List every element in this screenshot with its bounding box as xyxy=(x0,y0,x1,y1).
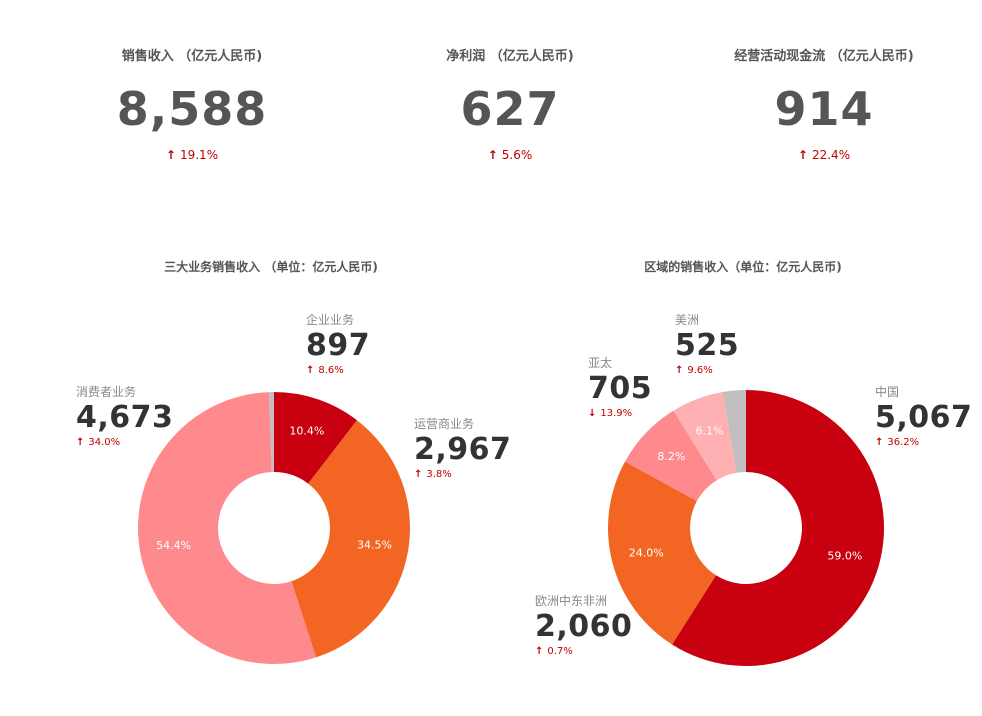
slice-percent-label: 24.0% xyxy=(629,547,664,560)
kpi-change: ↑ 19.1% xyxy=(62,148,322,162)
label-change: ↓ 13.9% xyxy=(588,407,652,421)
region-donut: 59.0% 24.0% 8.2% 6.1% xyxy=(607,390,884,666)
label-americas: 美洲 525 ↑ 9.6% xyxy=(675,312,739,378)
kpi-change: ↑ 22.4% xyxy=(694,148,954,162)
label-value: 897 xyxy=(306,328,371,363)
arrow-up-icon: ↑ xyxy=(875,437,884,448)
label-name: 欧洲中东非洲 xyxy=(535,594,608,608)
kpi-change-value: 5.6% xyxy=(501,148,533,162)
label-change-value: 36.2% xyxy=(887,437,920,448)
label-change-value: 0.7% xyxy=(547,646,573,657)
label-china: 中国 5,067 ↑ 36.2% xyxy=(875,384,972,450)
arrow-up-icon: ↑ xyxy=(306,365,315,376)
kpi-change-value: 19.1% xyxy=(179,148,219,162)
label-apac: 亚太 705 ↓ 13.9% xyxy=(588,355,652,421)
kpi-value: 8,588 xyxy=(116,82,268,136)
donut-slice-other xyxy=(722,390,746,473)
label-name: 消费者业务 xyxy=(76,385,137,399)
label-change: ↑ 8.6% xyxy=(306,364,370,378)
arrow-up-icon: ↑ xyxy=(414,469,423,480)
label-value: 2,967 xyxy=(414,432,512,467)
label-change-value: 8.6% xyxy=(318,365,344,376)
slice-percent-label: 8.2% xyxy=(657,450,685,463)
label-carrier: 运营商业务 2,967 ↑ 3.8% xyxy=(414,416,511,482)
label-change-value: 34.0% xyxy=(88,437,121,448)
label-change: ↑ 9.6% xyxy=(675,364,739,378)
arrow-down-icon: ↓ xyxy=(588,408,597,419)
kpi-operating-cash-flow: 经营活动现金流 （亿元人民币) 914 ↑ 22.4% xyxy=(694,44,954,162)
kpi-change: ↑ 5.6% xyxy=(380,148,640,162)
label-change: ↑ 0.7% xyxy=(535,645,632,659)
kpi-title: 销售收入 （亿元人民币) xyxy=(121,49,263,64)
region-chart-title: 区域的销售收入（单位：亿元人民币) xyxy=(644,260,842,274)
label-name: 运营商业务 xyxy=(414,417,475,431)
label-change-value: 3.8% xyxy=(426,469,452,480)
label-change: ↑ 3.8% xyxy=(414,468,511,482)
donut-slice-segment-1 xyxy=(607,461,716,645)
arrow-up-icon: ↑ xyxy=(675,365,684,376)
slice-percent-label: 54.4% xyxy=(156,539,191,552)
business-chart-title: 三大业务销售收入 （单位：亿元人民币) xyxy=(164,260,378,274)
kpi-value: 914 xyxy=(774,82,874,136)
label-change: ↑ 36.2% xyxy=(875,436,972,450)
slice-percent-label: 10.4% xyxy=(289,424,324,437)
label-value: 5,067 xyxy=(875,400,973,435)
label-consumer: 消费者业务 4,673 ↑ 34.0% xyxy=(76,384,173,450)
business-donut: 10.4% 34.5% 54.4% xyxy=(137,392,410,664)
label-enterprise: 企业业务 897 ↑ 8.6% xyxy=(306,312,370,378)
label-value: 705 xyxy=(588,371,653,406)
kpi-change-value: 22.4% xyxy=(811,148,851,162)
label-value: 4,673 xyxy=(76,400,174,435)
arrow-up-icon: ↑ xyxy=(165,148,176,162)
slice-percent-label: 6.1% xyxy=(696,425,724,438)
label-name: 亚太 xyxy=(588,356,613,370)
label-emea: 欧洲中东非洲 2,060 ↑ 0.7% xyxy=(535,593,632,659)
donut-slice-segment-1 xyxy=(291,420,410,658)
donut-slice-other xyxy=(268,392,274,473)
kpi-net-profit: 净利润 （亿元人民币) 627 ↑ 5.6% xyxy=(380,44,640,162)
arrow-up-icon: ↑ xyxy=(487,148,498,162)
donut-slice-segment-3 xyxy=(673,391,737,481)
label-name: 企业业务 xyxy=(306,313,355,327)
donut-slice-segment-2 xyxy=(137,392,317,664)
label-name: 中国 xyxy=(875,385,900,399)
arrow-up-icon: ↑ xyxy=(76,437,85,448)
arrow-up-icon: ↑ xyxy=(535,646,544,657)
donut-slice-segment-2 xyxy=(625,410,717,502)
kpi-title: 净利润 （亿元人民币) xyxy=(446,49,574,64)
label-change-value: 9.6% xyxy=(687,365,713,376)
donut-slice-segment-0 xyxy=(274,392,357,484)
label-name: 美洲 xyxy=(675,313,700,327)
kpi-value: 627 xyxy=(460,82,560,136)
label-value: 2,060 xyxy=(535,609,633,644)
slice-percent-label: 34.5% xyxy=(357,538,392,551)
slice-percent-label: 59.0% xyxy=(827,550,862,563)
kpi-sales-revenue: 销售收入 （亿元人民币) 8,588 ↑ 19.1% xyxy=(62,44,322,162)
donut-slice-segment-0 xyxy=(672,390,884,666)
label-change: ↑ 34.0% xyxy=(76,436,173,450)
arrow-up-icon: ↑ xyxy=(797,148,808,162)
kpi-title: 经营活动现金流 （亿元人民币) xyxy=(734,49,914,64)
label-change-value: 13.9% xyxy=(600,408,633,419)
label-value: 525 xyxy=(675,328,740,363)
